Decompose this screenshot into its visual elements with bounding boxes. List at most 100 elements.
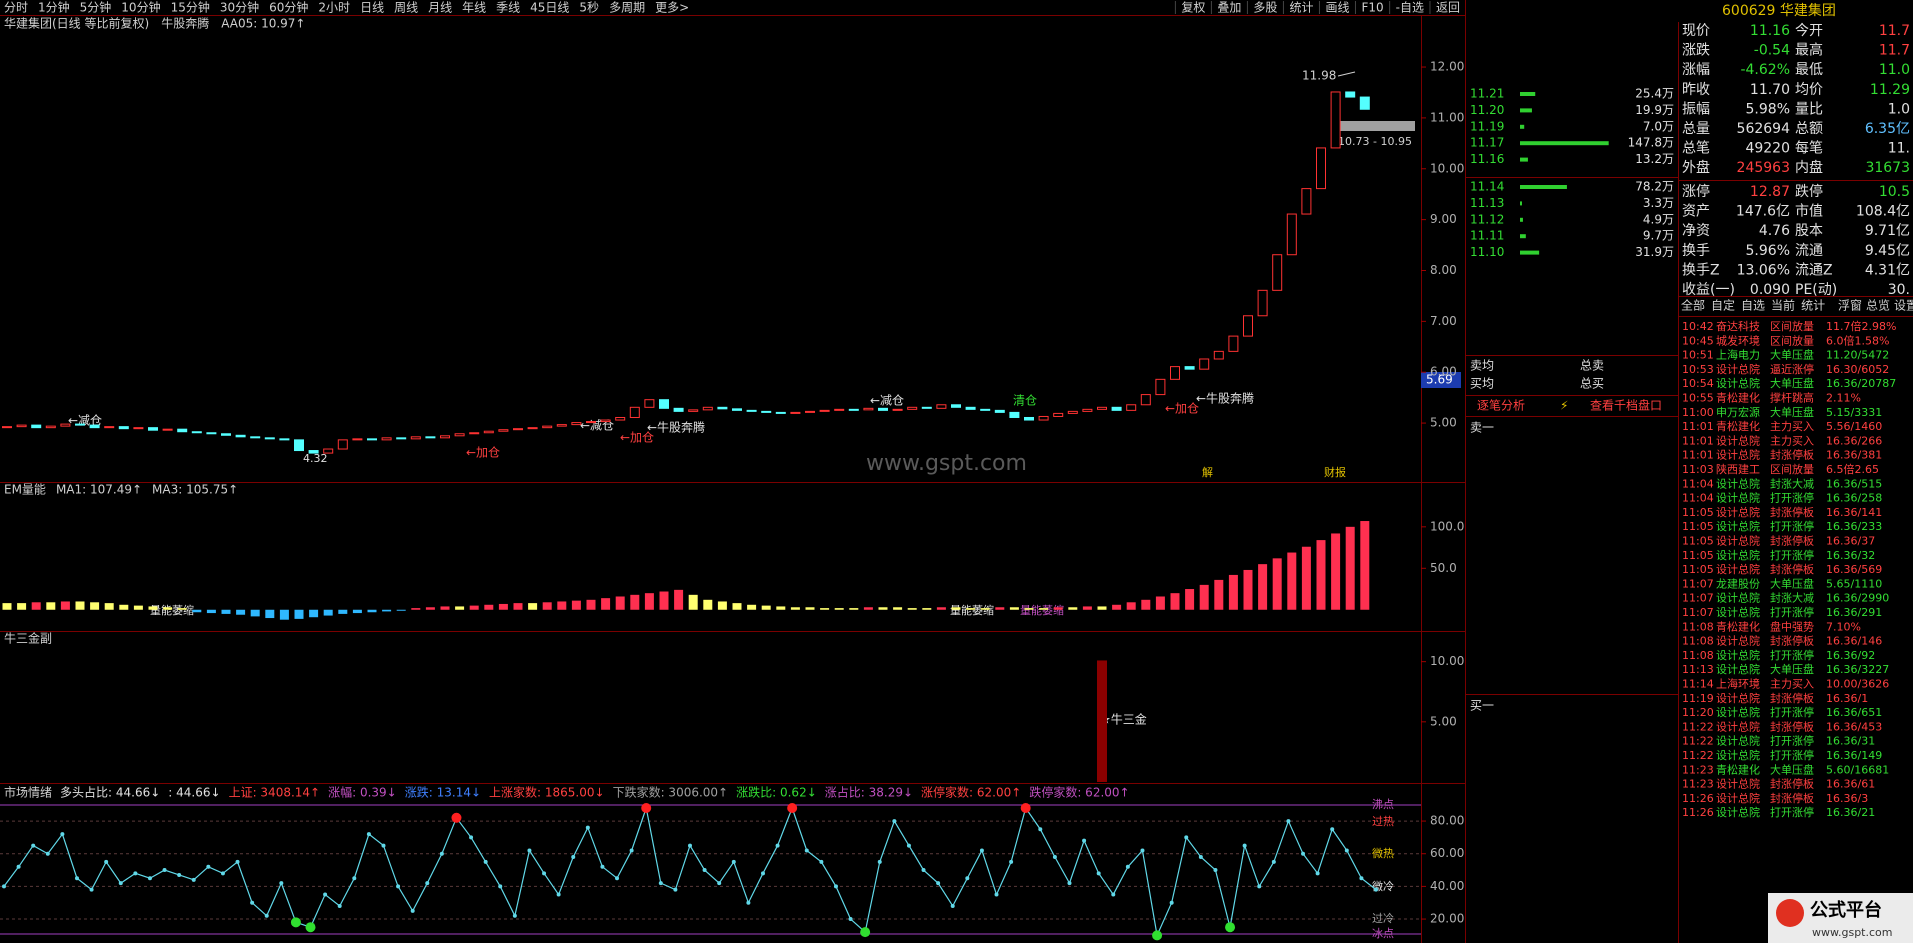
- toolbar-item[interactable]: 月线: [428, 1, 452, 15]
- toolbar-item[interactable]: 复权: [1181, 1, 1205, 15]
- quote-value: 4.76: [1759, 223, 1790, 239]
- toolbar-item[interactable]: 返回: [1436, 1, 1460, 15]
- candle: [1345, 91, 1356, 98]
- volume-bar: [279, 609, 289, 620]
- volume-bar: [148, 606, 158, 610]
- volume-bar: [75, 601, 85, 610]
- sentiment-point: [162, 868, 167, 873]
- candle: [1316, 147, 1326, 190]
- candle: [907, 406, 918, 410]
- alert-time: 11:04: [1682, 492, 1714, 505]
- toolbar-item[interactable]: 5秒: [579, 1, 599, 15]
- y-tick-label: 12.00: [1430, 60, 1464, 74]
- alert-time: 10:53: [1682, 363, 1714, 376]
- zone-label: 冰点: [1372, 927, 1394, 940]
- sentiment-point: [965, 876, 970, 881]
- alert-detail: 16.36/141: [1826, 506, 1882, 519]
- button[interactable]: 查看千档盘口: [1590, 398, 1662, 413]
- toolbar-item[interactable]: 年线: [462, 1, 486, 15]
- tab[interactable]: 全部: [1681, 298, 1705, 313]
- logo: 公式平台: [1810, 899, 1882, 921]
- indicator-item: 上涨家数: 1865.00↓: [489, 785, 605, 800]
- tab[interactable]: 设置: [1894, 299, 1913, 313]
- sentiment-point: [994, 892, 999, 897]
- alert-time: 11:05: [1682, 506, 1714, 519]
- toolbar-item[interactable]: 15分钟: [171, 0, 210, 15]
- alert-name: 青松建化: [1716, 762, 1760, 776]
- candle: [1301, 188, 1312, 215]
- candle: [892, 408, 903, 411]
- alert-name: 设计总院: [1716, 705, 1760, 719]
- candle: [1199, 358, 1210, 370]
- toolbar-item[interactable]: 多股: [1253, 1, 1277, 15]
- toolbar-item[interactable]: 60分钟: [269, 0, 308, 15]
- quote-label: 净资: [1682, 223, 1710, 239]
- tab[interactable]: 浮窗: [1838, 299, 1862, 313]
- toolbar-item[interactable]: 1分钟: [38, 0, 70, 15]
- toolbar-item[interactable]: -自选: [1396, 1, 1424, 15]
- toolbar-item[interactable]: 季线: [496, 1, 520, 15]
- alert-detail: 16.36/1: [1826, 692, 1868, 705]
- volume-bar: [528, 603, 538, 610]
- book-price: 11.20: [1470, 103, 1504, 117]
- toolbar-item[interactable]: 叠加: [1217, 1, 1241, 15]
- toolbar-item[interactable]: 30分钟: [220, 0, 259, 15]
- volume-bar: [1170, 593, 1180, 610]
- candle: [673, 407, 684, 412]
- sentiment-point: [1152, 930, 1163, 941]
- y-tick-label: 20.00: [1430, 912, 1464, 926]
- tab[interactable]: 自定: [1711, 298, 1735, 313]
- tab[interactable]: 总览: [1866, 298, 1890, 313]
- sentiment-point: [337, 903, 342, 908]
- sentiment-point: [1213, 868, 1218, 873]
- volume-bar: [615, 596, 625, 610]
- volume-bar: [703, 599, 713, 610]
- sentiment-point: [1330, 827, 1335, 832]
- toolbar-item[interactable]: F10: [1361, 1, 1383, 15]
- candle: [717, 406, 728, 410]
- indicator-item: : 44.66↓: [168, 786, 220, 800]
- candle: [1257, 289, 1268, 317]
- toolbar-item[interactable]: 更多>: [655, 1, 689, 15]
- book-price: 11.21: [1470, 87, 1504, 101]
- candle: [221, 433, 231, 436]
- alert-time: 11:14: [1682, 678, 1714, 691]
- candle: [133, 427, 144, 430]
- toolbar-item[interactable]: 45日线: [530, 1, 569, 15]
- alert-detail: 16.36/651: [1826, 706, 1882, 719]
- toolbar-item[interactable]: 2小时: [318, 1, 350, 15]
- tab[interactable]: 当前: [1771, 298, 1795, 313]
- quote-label: 流通Z: [1795, 262, 1833, 278]
- toolbar-item[interactable]: 画线: [1325, 1, 1349, 15]
- alert-name: 设计总院: [1716, 591, 1760, 605]
- quote-label: 涨跌: [1682, 43, 1710, 59]
- sentiment-point: [177, 872, 182, 877]
- panel-title: AA05: 10.97↑: [221, 17, 305, 31]
- label: 总卖: [1580, 359, 1604, 373]
- sentiment-point: [1082, 838, 1087, 843]
- button[interactable]: 逐笔分析: [1477, 398, 1525, 413]
- toolbar-item[interactable]: 10分钟: [121, 0, 160, 15]
- alert-detail: 16.36/31: [1826, 735, 1875, 748]
- book-price: 11.17: [1470, 136, 1504, 150]
- alert-event: 打开涨停: [1770, 748, 1814, 762]
- sentiment-point: [1315, 871, 1320, 876]
- alert-event: 封涨大减: [1770, 591, 1814, 605]
- book-volume: 4.9万: [1643, 212, 1674, 226]
- sentiment-point: [1374, 887, 1378, 892]
- alert-event: 封涨停板: [1770, 691, 1814, 705]
- toolbar-item[interactable]: 周线: [394, 1, 418, 15]
- sentiment-point: [746, 900, 751, 905]
- volume-bar: [717, 601, 727, 610]
- toolbar-item[interactable]: 多周期: [609, 1, 645, 15]
- toolbar-item[interactable]: 5分钟: [80, 0, 112, 15]
- candle: [542, 425, 553, 429]
- volume-bar: [1068, 607, 1078, 610]
- tab[interactable]: 统计: [1801, 299, 1825, 313]
- toolbar-item[interactable]: 统计: [1289, 1, 1313, 15]
- tab[interactable]: 自选: [1741, 299, 1765, 313]
- book-volume: 7.0万: [1643, 119, 1674, 133]
- candle: [1272, 254, 1283, 291]
- toolbar-item[interactable]: 分时: [4, 1, 28, 15]
- toolbar-item[interactable]: 日线: [360, 1, 384, 15]
